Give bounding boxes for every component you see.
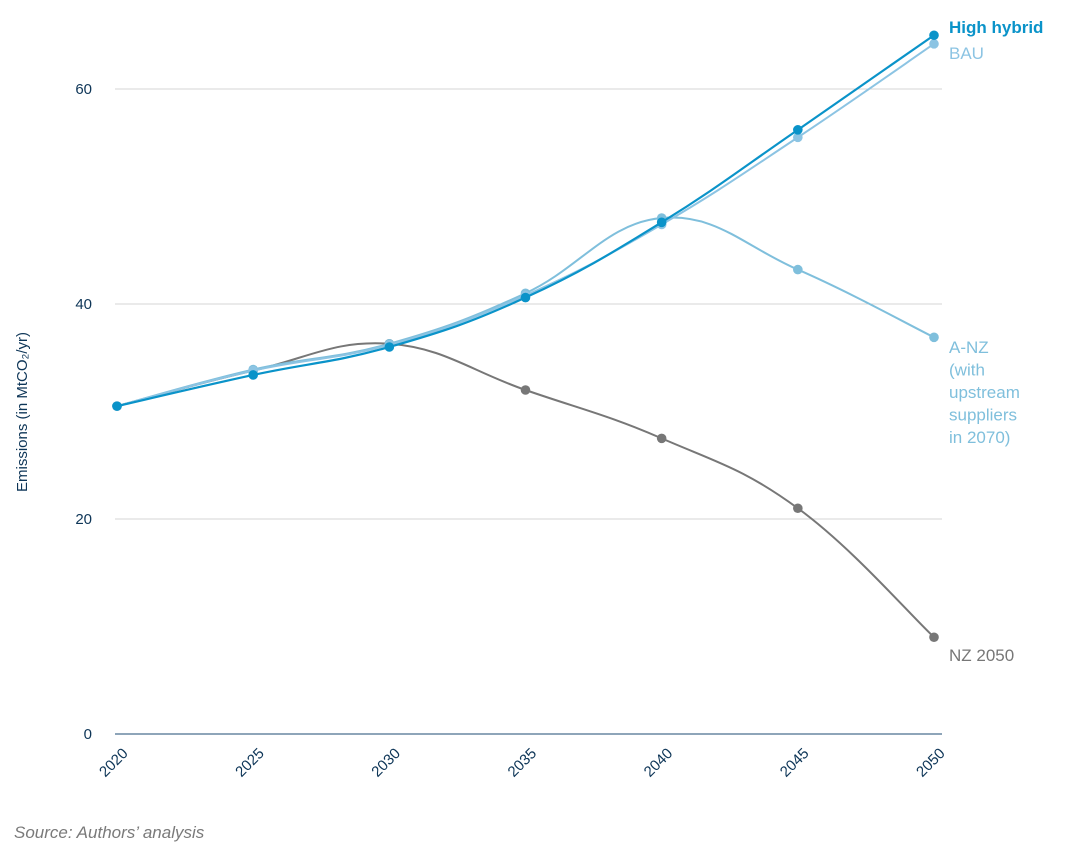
series-nz-2050 — [112, 338, 939, 643]
x-tick-label: 2020 — [96, 745, 132, 781]
x-tick-label: 2035 — [505, 745, 541, 781]
data-point — [793, 503, 803, 514]
data-point — [112, 401, 122, 411]
data-point — [793, 125, 803, 135]
series-label: A-NZ (with upstream suppliers in 2070) — [949, 338, 1020, 447]
data-point — [384, 342, 395, 352]
x-tick-label: 2025 — [232, 745, 268, 781]
series-line — [115, 34, 936, 408]
y-axis-label: Emissions (in MtCO₂/yr) — [14, 332, 31, 492]
x-tick-label: 2040 — [641, 745, 677, 781]
series-lines — [112, 30, 939, 643]
data-point — [656, 217, 667, 228]
data-point — [793, 132, 803, 143]
data-point — [929, 332, 939, 343]
x-tick-label: 2045 — [777, 745, 813, 781]
data-point — [248, 370, 258, 380]
x-tick-label: 2050 — [913, 745, 949, 781]
series-bau — [112, 39, 939, 411]
series-label-line: High hybrid — [949, 18, 1043, 37]
series-label-line: suppliers — [949, 406, 1017, 425]
series-line — [116, 42, 935, 408]
y-tick-label: 60 — [75, 81, 92, 98]
series-label-line: upstream — [949, 383, 1020, 402]
source-note: Source: Authors’ analysis — [14, 823, 205, 842]
y-tick-label: 40 — [75, 296, 92, 313]
series-a-nz-with-upstream-suppliers-in-2070 — [112, 213, 939, 411]
series-labels: High hybrid BAU A-NZ (with upstream suppliers… — [949, 18, 1043, 665]
data-point — [520, 385, 531, 395]
data-point — [929, 30, 939, 41]
y-tick-label: 20 — [75, 511, 92, 528]
series-label-line: A-NZ — [949, 338, 989, 357]
data-point — [929, 39, 939, 49]
series-label-line: NZ 2050 — [949, 646, 1014, 665]
x-tick-label: 2030 — [368, 745, 404, 781]
data-point — [656, 433, 667, 444]
series-high-hybrid — [112, 30, 939, 411]
series-label-line: (with — [949, 361, 985, 380]
series-label: High hybrid — [949, 18, 1043, 37]
gridlines — [115, 88, 942, 520]
series-label: BAU — [949, 44, 984, 63]
data-point — [520, 292, 531, 303]
series-label-line: in 2070) — [949, 428, 1010, 447]
series-label: NZ 2050 — [949, 646, 1014, 665]
data-point — [793, 264, 803, 275]
data-point — [929, 632, 939, 643]
series-label-line: BAU — [949, 44, 984, 63]
y-tick-label: 0 — [84, 726, 92, 743]
